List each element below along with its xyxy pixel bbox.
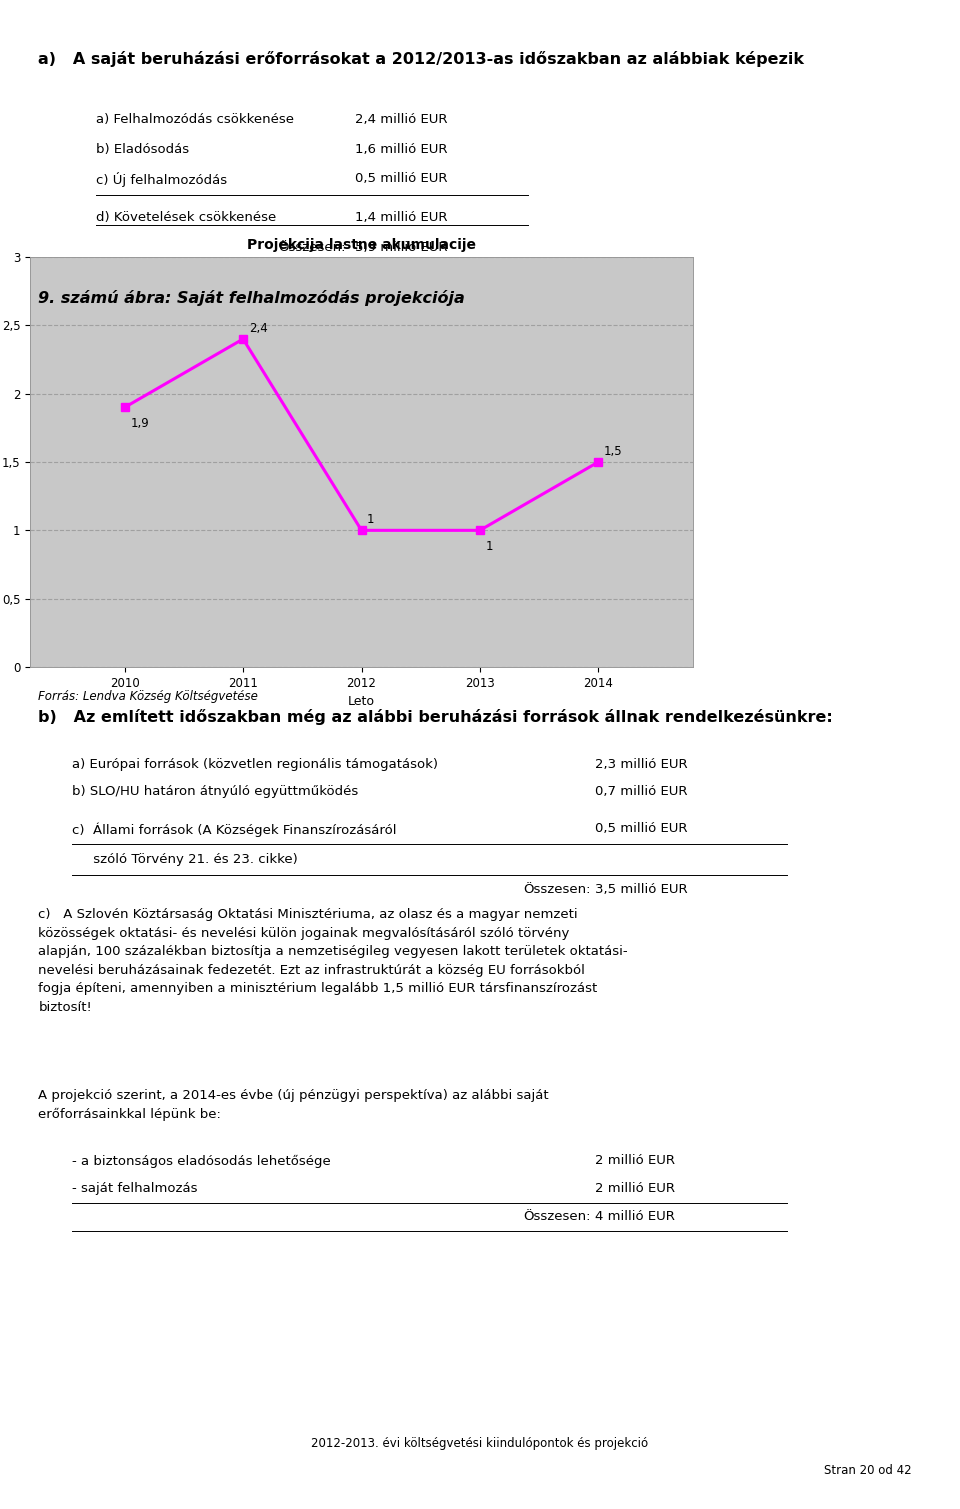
Text: A projekció szerint, a 2014-es évbe (új pénzügyi perspektíva) az alábbi saját
er: A projekció szerint, a 2014-es évbe (új … — [38, 1089, 549, 1121]
Text: 1: 1 — [486, 540, 492, 552]
Text: 2 millió EUR: 2 millió EUR — [595, 1154, 675, 1168]
Text: Forrás: Lendva Község Költségvetése: Forrás: Lendva Község Költségvetése — [38, 690, 258, 703]
Text: b) SLO/HU határon átnyúló együttműködés: b) SLO/HU határon átnyúló együttműködés — [72, 785, 358, 798]
Text: c)  Állami források (A Községek Finanszírozásáról: c) Állami források (A Községek Finanszír… — [72, 822, 396, 837]
Text: 2,3 millió EUR: 2,3 millió EUR — [595, 758, 687, 771]
Text: 1,9: 1,9 — [131, 416, 149, 430]
X-axis label: Leto: Leto — [348, 696, 375, 708]
Text: Összesen:: Összesen: — [523, 1210, 590, 1224]
Text: Összesen:: Összesen: — [523, 883, 590, 896]
Text: 0,5 millió EUR: 0,5 millió EUR — [355, 172, 447, 186]
Text: 9. számú ábra: Saját felhalmozódás projekciója: 9. számú ábra: Saját felhalmozódás proje… — [38, 290, 466, 306]
Text: 0,5 millió EUR: 0,5 millió EUR — [595, 822, 687, 836]
Text: b)   Az említett időszakban még az alábbi beruházási források állnak rendelkezés: b) Az említett időszakban még az alábbi … — [38, 709, 833, 726]
Text: - saját felhalmozás: - saját felhalmozás — [72, 1182, 198, 1195]
Text: 2 millió EUR: 2 millió EUR — [595, 1182, 675, 1195]
Text: 0,7 millió EUR: 0,7 millió EUR — [595, 785, 687, 798]
Text: szóló Törvény 21. és 23. cikke): szóló Törvény 21. és 23. cikke) — [72, 853, 298, 866]
Text: d) Követelések csökkenése: d) Követelések csökkenése — [96, 211, 276, 225]
Text: c) Új felhalmozódás: c) Új felhalmozódás — [96, 172, 228, 187]
Text: 3,5 millió EUR: 3,5 millió EUR — [595, 883, 687, 896]
Text: a)   A saját beruházási erőforrásokat a 2012/2013-as időszakban az alábbiak képe: a) A saját beruházási erőforrásokat a 20… — [38, 51, 804, 68]
Text: - a biztonságos eladósodás lehetősége: - a biztonságos eladósodás lehetősége — [72, 1154, 331, 1168]
Text: a) Európai források (közvetlen regionális támogatások): a) Európai források (közvetlen regionáli… — [72, 758, 438, 771]
Text: c)   A Szlovén Köztársaság Oktatási Minisztériuma, az olasz és a magyar nemzeti
: c) A Szlovén Köztársaság Oktatási Minisz… — [38, 908, 628, 1014]
Text: 2,4 millió EUR: 2,4 millió EUR — [355, 113, 447, 127]
Text: a) Felhalmozódás csökkenése: a) Felhalmozódás csökkenése — [96, 113, 294, 127]
Text: 2,4: 2,4 — [249, 321, 268, 335]
Text: 4 millió EUR: 4 millió EUR — [595, 1210, 675, 1224]
Text: 1,4 millió EUR: 1,4 millió EUR — [355, 211, 447, 225]
Text: b) Eladósodás: b) Eladósodás — [96, 143, 189, 157]
Text: 1: 1 — [367, 513, 374, 527]
Title: Projekcija lastne akumulacije: Projekcija lastne akumulacije — [247, 237, 476, 252]
Text: Összesen:: Összesen: — [278, 241, 346, 255]
Text: 1,6 millió EUR: 1,6 millió EUR — [355, 143, 447, 157]
Text: 2012-2013. évi költségvetési kiindulópontok és projekció: 2012-2013. évi költségvetési kiindulópon… — [311, 1437, 649, 1450]
Text: Stran 20 od 42: Stran 20 od 42 — [825, 1464, 912, 1477]
Text: 1,5: 1,5 — [604, 445, 622, 459]
Text: 5,9 millió EUR: 5,9 millió EUR — [355, 241, 447, 255]
